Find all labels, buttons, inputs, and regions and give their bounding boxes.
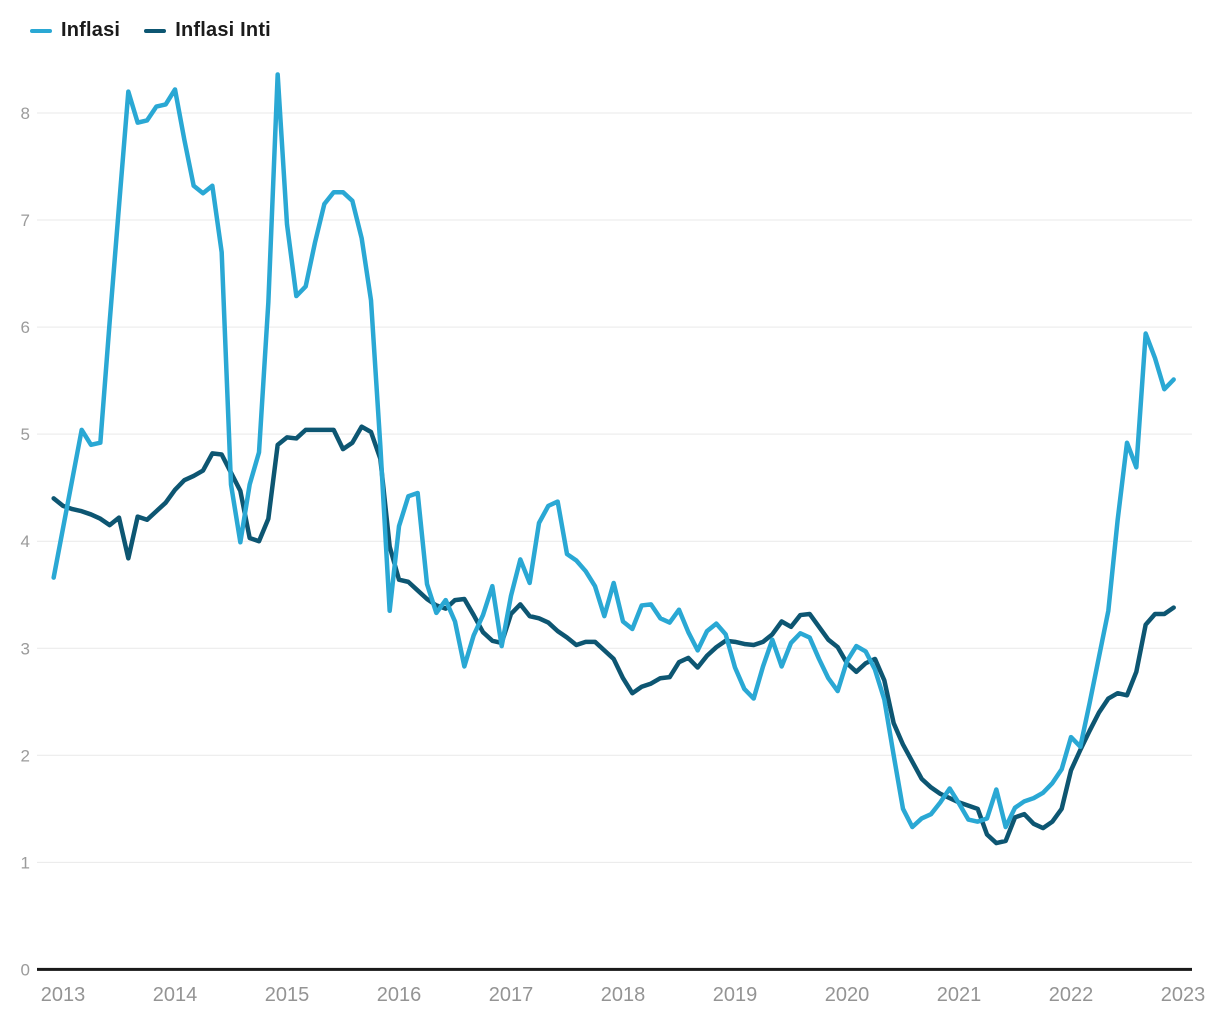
x-axis-baseline bbox=[37, 967, 1192, 971]
x-tick-label-2020: 2020 bbox=[825, 984, 870, 1006]
chart-legend: Inflasi Inflasi Inti bbox=[30, 19, 271, 42]
series-lines bbox=[51, 72, 1176, 846]
y-tick-label-1: 1 bbox=[21, 853, 30, 872]
y-tick-label-7: 7 bbox=[21, 211, 30, 230]
y-tick-label-5: 5 bbox=[21, 425, 30, 444]
x-tick-label-2019: 2019 bbox=[713, 984, 758, 1006]
x-tick-label-2014: 2014 bbox=[153, 984, 198, 1006]
y-tick-label-6: 6 bbox=[21, 318, 30, 337]
legend-label-inflasi-inti: Inflasi Inti bbox=[175, 19, 271, 41]
x-tick-label-2016: 2016 bbox=[377, 984, 422, 1006]
x-tick-label-2013: 2013 bbox=[41, 984, 86, 1006]
x-tick-label-2017: 2017 bbox=[489, 984, 534, 1006]
legend-item-inflasi-inti[interactable]: Inflasi Inti bbox=[144, 19, 271, 42]
inflasi-swatch-icon bbox=[30, 28, 52, 33]
x-tick-label-2018: 2018 bbox=[601, 984, 646, 1006]
axis-tick-labels: 0 1 2 3 4 5 6 7 8 2013 2014 2015 2016 2017 2018 2019 202… bbox=[21, 104, 1206, 1006]
inflasi-line bbox=[51, 72, 1176, 830]
x-axis-line bbox=[37, 967, 1192, 971]
x-tick-label-2022: 2022 bbox=[1049, 984, 1094, 1006]
y-tick-label-0: 0 bbox=[21, 960, 30, 979]
inflasi-inti-line bbox=[51, 424, 1176, 846]
legend-item-inflasi[interactable]: Inflasi bbox=[30, 19, 120, 42]
gridlines bbox=[37, 112, 1192, 863]
y-tick-label-4: 4 bbox=[21, 532, 30, 551]
y-tick-label-3: 3 bbox=[21, 639, 30, 658]
inflasi-inti-swatch-icon bbox=[144, 28, 167, 33]
legend-label-inflasi: Inflasi bbox=[61, 19, 121, 41]
x-tick-label-2023: 2023 bbox=[1161, 984, 1206, 1006]
x-tick-label-2021: 2021 bbox=[937, 984, 982, 1006]
y-tick-label-8: 8 bbox=[21, 104, 30, 123]
y-tick-label-2: 2 bbox=[21, 746, 30, 765]
x-tick-label-2015: 2015 bbox=[265, 984, 310, 1006]
